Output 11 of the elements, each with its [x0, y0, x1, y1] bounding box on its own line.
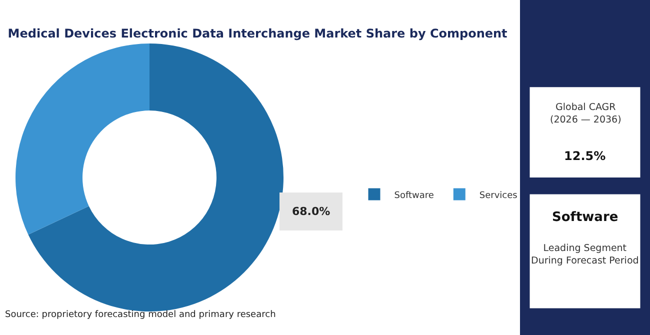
data-label: 68.0% [292, 205, 330, 218]
text: 12.5% [564, 149, 606, 163]
chart-title: Medical Devices Electronic Data Interchange Market Share by Component [8, 26, 508, 41]
text: Leading Segment During Forecast Period [531, 243, 639, 266]
legend-label: Services [479, 190, 518, 201]
text: Global CAGR (2026 — 2036) [550, 102, 622, 126]
donut-slice [28, 44, 284, 312]
donut-slice [16, 44, 150, 235]
legend-label: Software [394, 190, 434, 201]
text: Software [552, 210, 618, 225]
source-note: Source: proprietory forecasting model and primary research [5, 310, 276, 320]
